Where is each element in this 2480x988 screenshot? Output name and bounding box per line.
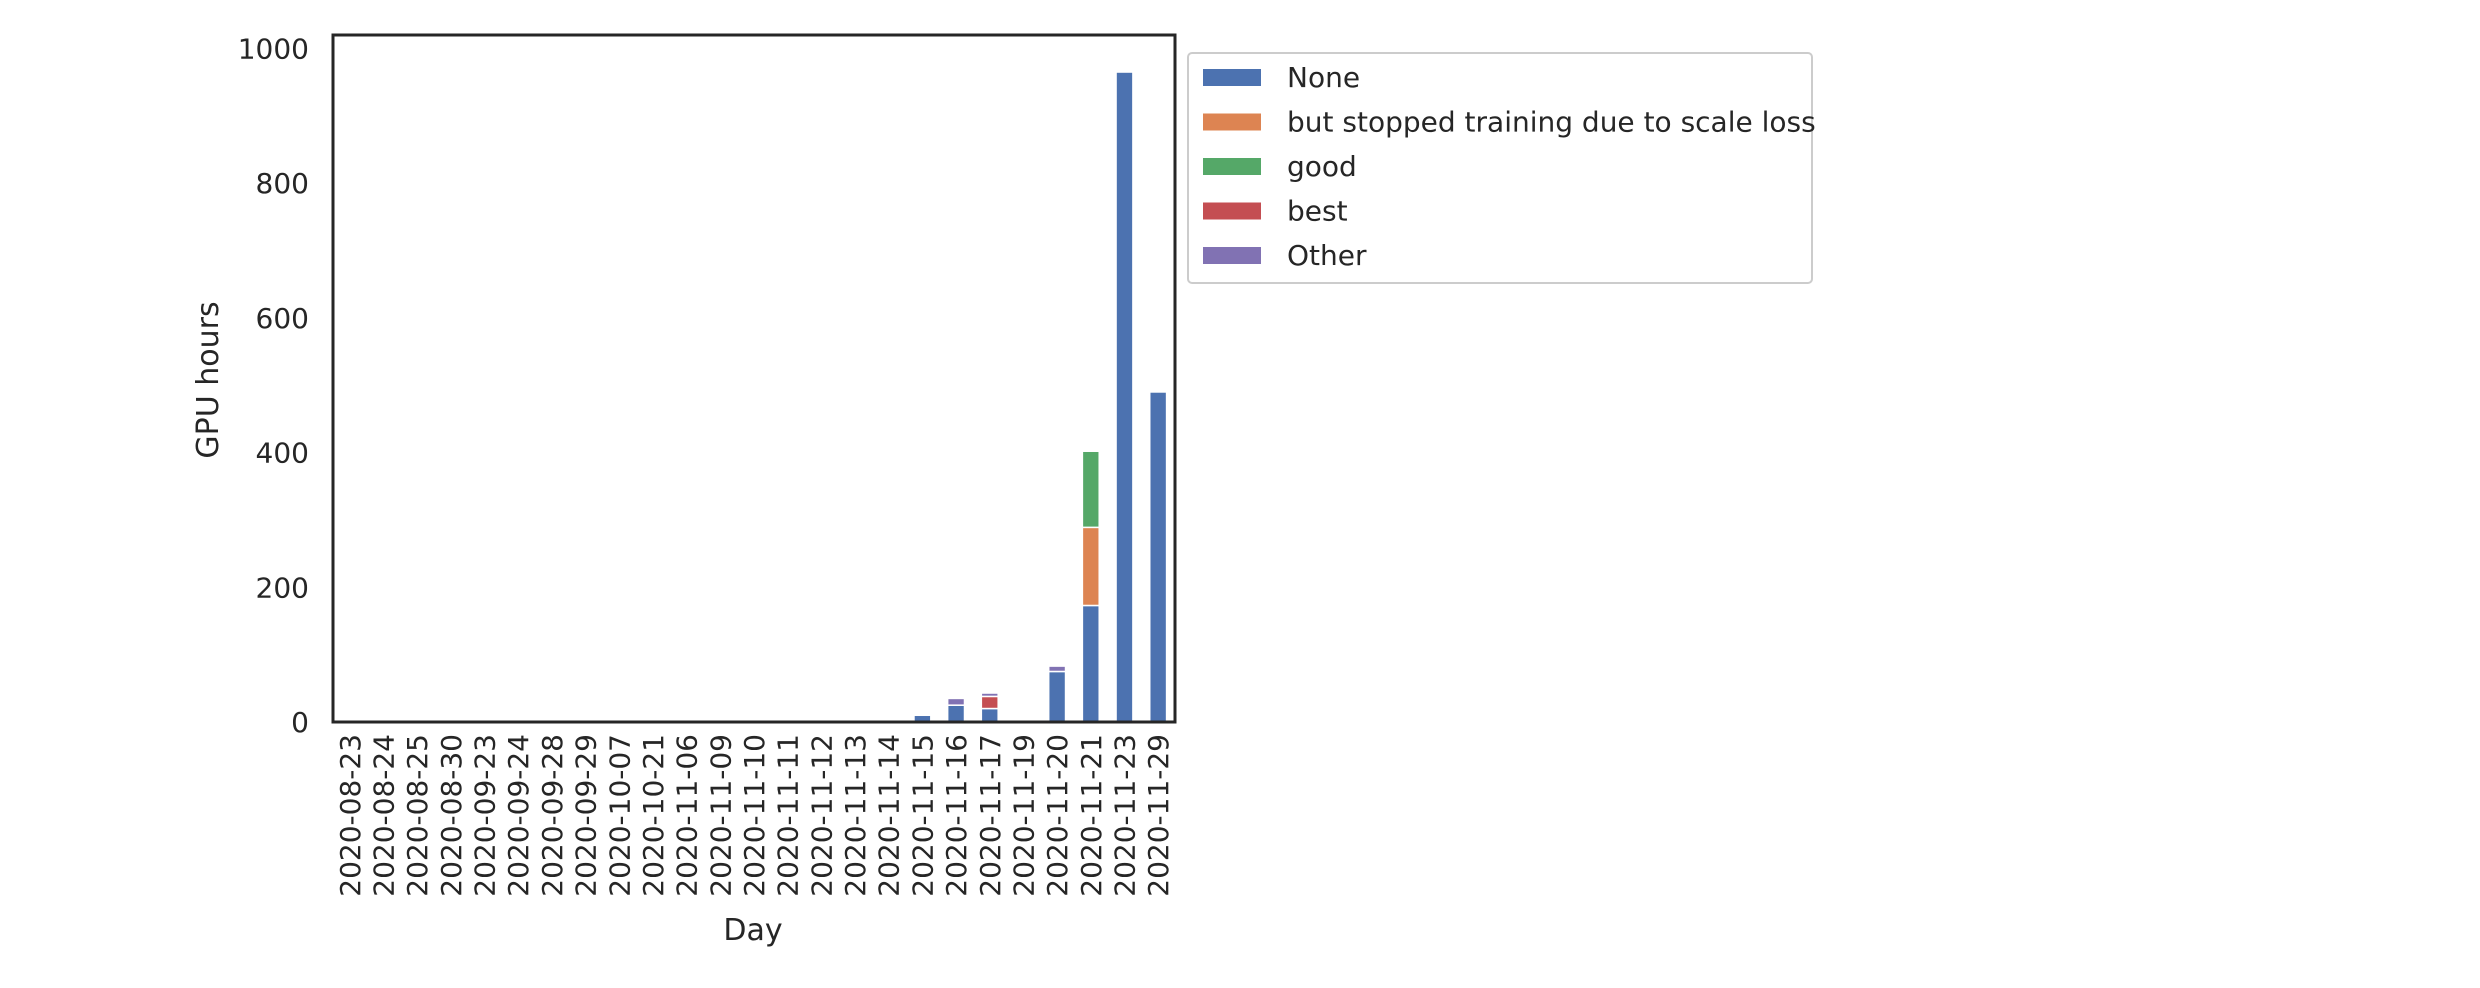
legend-label: best xyxy=(1287,195,1348,228)
x-tick-label: 2020-11-09 xyxy=(704,734,737,897)
legend-label: but stopped training due to scale loss xyxy=(1287,106,1816,139)
x-tick-label: 2020-11-12 xyxy=(805,734,838,897)
bar-segment xyxy=(980,707,999,723)
x-tick-label: 2020-09-24 xyxy=(502,734,535,897)
legend-frame xyxy=(1187,52,1813,284)
legend-label: Other xyxy=(1287,239,1367,272)
x-tick-label: 2020-08-24 xyxy=(368,734,401,897)
y-axis-label: GPU hours xyxy=(191,301,226,458)
legend-label: good xyxy=(1287,150,1357,183)
y-tick-label: 800 xyxy=(256,167,309,200)
x-axis-label: Day xyxy=(723,913,782,948)
x-tick-label: 2020-11-10 xyxy=(738,734,771,897)
plot-frame xyxy=(331,33,1177,724)
y-axis-ticks: 0 200 400 600 800 1000 xyxy=(238,32,309,739)
y-tick-label: 600 xyxy=(256,302,309,335)
bar-segment xyxy=(1047,670,1067,723)
bar-segment xyxy=(1081,526,1100,607)
x-tick-label: 2020-11-29 xyxy=(1142,734,1175,897)
x-tick-label: 2020-09-28 xyxy=(536,734,569,897)
x-tick-label: 2020-11-17 xyxy=(974,734,1007,897)
legend-label: None xyxy=(1287,61,1360,94)
bar-segment xyxy=(980,692,999,698)
x-tick-label: 2020-10-07 xyxy=(603,734,636,897)
legend-swatch xyxy=(1203,158,1261,175)
x-tick-label: 2020-11-15 xyxy=(906,734,939,897)
x-tick-label: 2020-11-16 xyxy=(940,734,973,897)
x-tick-label: 2020-10-21 xyxy=(637,734,670,897)
y-tick-label: 0 xyxy=(291,706,309,739)
x-tick-label: 2020-08-30 xyxy=(435,734,468,897)
x-tick-label: 2020-11-13 xyxy=(839,734,872,897)
x-axis-ticks: 2020-08-23 2020-08-24 2020-08-25 2020-08-30… xyxy=(334,734,1175,897)
x-tick-label: 2020-11-20 xyxy=(1041,734,1074,897)
x-tick-label: 2020-09-23 xyxy=(469,734,502,897)
bar-segment xyxy=(980,695,999,710)
bar-segment xyxy=(1115,71,1134,723)
bar-segment xyxy=(1081,604,1100,723)
y-tick-label: 200 xyxy=(256,571,309,604)
legend-swatch xyxy=(1203,202,1261,220)
bar-segment xyxy=(1047,665,1067,673)
legend-swatch xyxy=(1203,247,1261,264)
bar-segment xyxy=(946,697,966,706)
x-tick-label: 2020-11-11 xyxy=(772,734,805,897)
y-tick-label: 1000 xyxy=(238,32,309,65)
legend-swatch xyxy=(1203,113,1261,131)
bar-segment xyxy=(1148,391,1168,723)
y-tick-label: 400 xyxy=(256,437,309,470)
bars xyxy=(340,71,1168,723)
bar-segment xyxy=(1081,450,1100,529)
x-tick-label: 2020-11-06 xyxy=(671,734,704,897)
x-tick-label: 2020-08-25 xyxy=(401,734,434,897)
bar-segment xyxy=(946,704,966,723)
x-tick-label: 2020-11-14 xyxy=(873,734,906,897)
x-tick-label: 2020-09-29 xyxy=(570,734,603,897)
x-tick-label: 2020-11-19 xyxy=(1007,734,1040,897)
legend: None but stopped training due to scale l… xyxy=(1187,52,1816,284)
legend-swatch xyxy=(1203,69,1261,86)
x-tick-label: 2020-11-23 xyxy=(1108,734,1141,897)
x-tick-label: 2020-08-23 xyxy=(334,734,367,897)
x-tick-label: 2020-11-21 xyxy=(1075,734,1108,897)
